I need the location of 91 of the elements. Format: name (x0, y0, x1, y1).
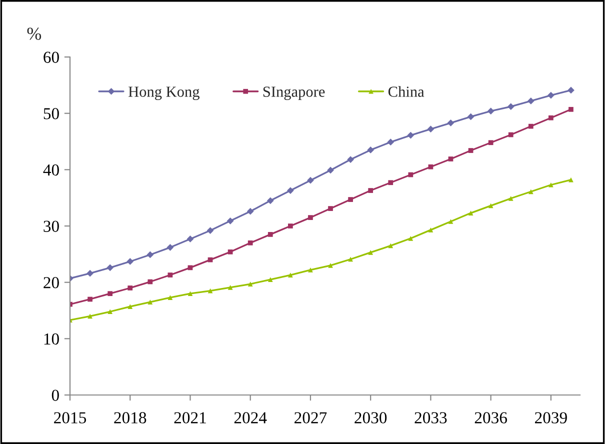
y-tick-label: 10 (44, 333, 59, 345)
point (328, 263, 333, 268)
point (248, 282, 253, 286)
point (448, 156, 454, 162)
point (548, 182, 554, 188)
point (228, 284, 233, 290)
point (568, 106, 574, 112)
y-tick-label: 50 (44, 108, 59, 120)
point (528, 189, 534, 194)
point (148, 279, 153, 284)
point (86, 270, 94, 277)
y-tick-label: 0 (52, 390, 59, 401)
point (408, 172, 414, 178)
point (448, 219, 454, 224)
point (126, 258, 134, 265)
point (307, 176, 314, 184)
point (468, 148, 474, 153)
point (528, 124, 534, 129)
point (266, 197, 274, 204)
point (286, 187, 294, 194)
point (148, 300, 153, 304)
point (128, 286, 133, 290)
y-tick-label: 30 (44, 220, 59, 232)
point (387, 138, 394, 146)
point (488, 203, 494, 208)
point (268, 232, 273, 237)
point (508, 132, 514, 138)
y-tick-label: 40 (43, 164, 59, 176)
point (108, 309, 113, 314)
x-tick-label: 2027 (294, 412, 327, 424)
point (347, 156, 354, 163)
point (368, 188, 374, 193)
point (468, 210, 474, 216)
point (226, 217, 234, 224)
point (308, 268, 313, 272)
x-tick-label: 2033 (414, 412, 447, 424)
point (308, 215, 313, 220)
point (348, 197, 353, 202)
point (88, 296, 92, 302)
point (288, 272, 293, 278)
point (427, 126, 434, 133)
y-tick-label: 20 (44, 277, 59, 288)
point (527, 98, 534, 104)
point (428, 164, 434, 170)
point (168, 295, 173, 300)
point (488, 140, 494, 146)
point (268, 277, 273, 282)
point (168, 272, 173, 278)
point (508, 196, 514, 201)
point (548, 92, 554, 99)
point (408, 236, 414, 241)
x-tick-label: 2018 (114, 412, 146, 424)
point (507, 103, 514, 110)
legend-label: Hong Kong (128, 86, 200, 100)
point (368, 250, 374, 255)
point (88, 314, 92, 319)
legend-label: SIngapore (263, 86, 325, 100)
x-tick-label: 2024 (234, 412, 267, 424)
point (248, 240, 253, 246)
y-tick-label: 60 (44, 52, 59, 63)
point (388, 180, 394, 186)
point (108, 291, 113, 296)
point (186, 236, 194, 242)
point (246, 208, 254, 215)
point (388, 243, 394, 248)
point (128, 304, 133, 309)
point (568, 86, 574, 94)
point (228, 249, 233, 254)
point (328, 206, 333, 211)
x-tick-label: 2036 (474, 412, 507, 424)
x-tick-label: 2015 (54, 412, 86, 424)
point (327, 166, 334, 174)
point (467, 113, 474, 120)
point (206, 227, 214, 234)
point (367, 146, 374, 154)
y-axis-title: % (27, 28, 42, 40)
point (428, 228, 434, 232)
x-tick-label: 2039 (535, 412, 567, 424)
point (348, 256, 353, 262)
legend-label: China (388, 86, 424, 97)
point (407, 132, 414, 139)
point (146, 251, 154, 258)
point (188, 291, 193, 296)
point (447, 119, 454, 126)
point (166, 244, 174, 251)
point (548, 115, 554, 120)
x-tick-label: 2021 (174, 412, 206, 424)
point (487, 108, 494, 115)
point (288, 224, 293, 228)
x-tick-label: 2030 (354, 412, 387, 424)
point (106, 264, 114, 272)
